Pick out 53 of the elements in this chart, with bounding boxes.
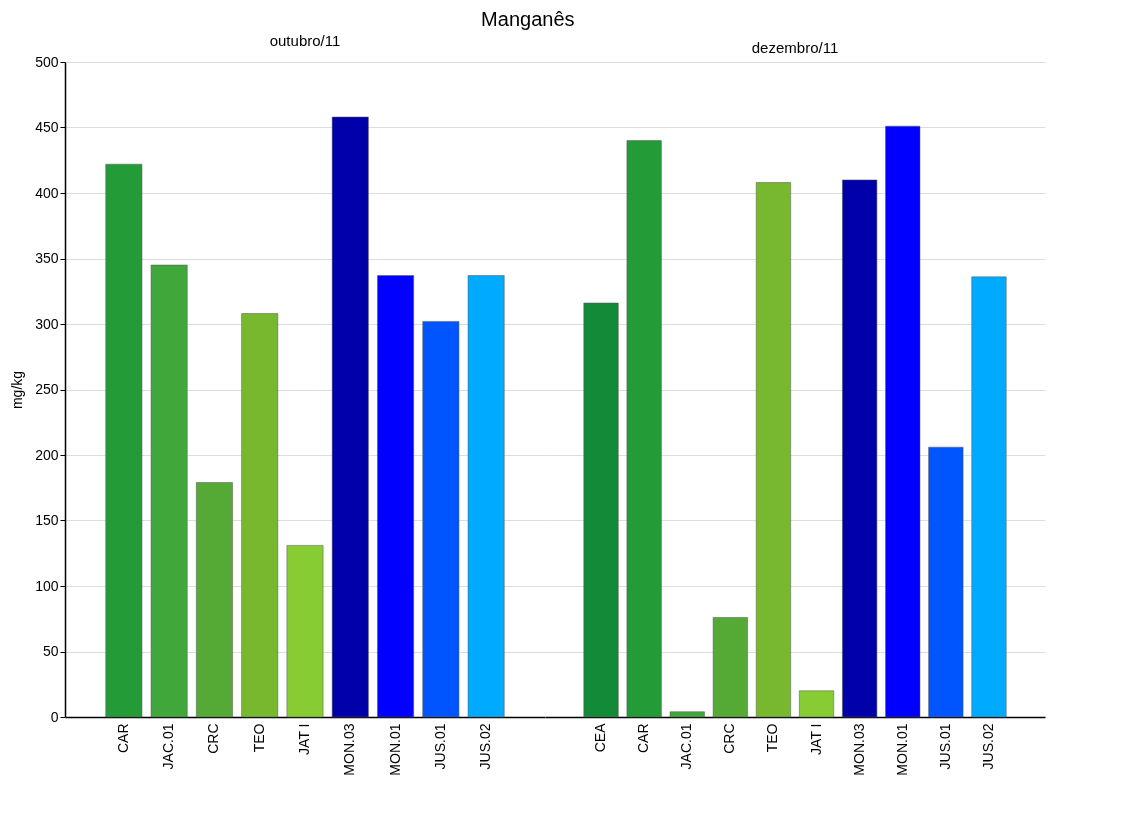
bar xyxy=(971,276,1007,718)
y-tick-label: 100 xyxy=(35,577,59,594)
x-tick-label: CRC xyxy=(205,723,222,754)
y-tick-label: 250 xyxy=(35,381,59,397)
bar xyxy=(626,140,662,718)
y-tick-label: 200 xyxy=(35,446,59,463)
bar xyxy=(331,116,369,718)
y-tick-label: 500 xyxy=(35,53,59,70)
x-tick-label: MON.01 xyxy=(893,723,910,776)
x-tick-label: TEO xyxy=(250,723,267,753)
x-tick-label: MON.03 xyxy=(850,723,867,776)
bar xyxy=(885,125,921,718)
x-tick-label: MON.01 xyxy=(386,723,403,776)
x-tick-label: JUS.02 xyxy=(979,723,996,770)
x-tick-label: CRC xyxy=(721,723,738,754)
x-tick-label: JAT I xyxy=(296,723,312,755)
bar xyxy=(286,545,324,718)
bar xyxy=(467,275,505,718)
bar xyxy=(150,264,188,718)
x-tick-label: CEA xyxy=(592,722,609,753)
bar xyxy=(928,446,964,718)
y-tick-label: 0 xyxy=(50,708,59,725)
bar xyxy=(799,690,835,718)
y-tick-label: 450 xyxy=(35,119,59,135)
bar xyxy=(842,179,878,718)
bar xyxy=(196,482,233,718)
x-tick-label: JAC.01 xyxy=(160,723,177,770)
y-tick-label: 50 xyxy=(42,643,59,659)
y-axis-title: mg/kg xyxy=(9,370,26,410)
x-tick-label: CAR xyxy=(114,723,131,754)
bar xyxy=(669,711,705,718)
x-tick-label: TEO xyxy=(764,723,781,753)
x-tick-label: MON.03 xyxy=(341,723,358,776)
bar xyxy=(241,313,279,718)
bar xyxy=(105,163,143,718)
x-tick-label: JUS.02 xyxy=(477,723,494,770)
chart-title: dezembro/11 xyxy=(751,39,839,56)
x-tick-label: JUS.01 xyxy=(431,723,448,770)
bar xyxy=(422,321,460,718)
x-tick-label: JAC.01 xyxy=(678,723,695,770)
bar xyxy=(377,275,414,718)
chart-title: Manganês xyxy=(481,8,575,30)
x-tick-label: JAT I xyxy=(807,723,824,755)
y-tick-label: 350 xyxy=(35,250,59,266)
x-tick-label: CAR xyxy=(635,723,652,754)
chart-subtitle: outubro/11 xyxy=(269,32,341,49)
y-tick-label: 400 xyxy=(35,184,59,201)
bar xyxy=(583,302,619,718)
y-tick-label: 150 xyxy=(35,512,59,528)
x-tick-label: JUS.01 xyxy=(936,723,953,770)
y-tick-label: 300 xyxy=(35,315,59,332)
bar xyxy=(755,182,791,718)
bar xyxy=(712,617,748,718)
